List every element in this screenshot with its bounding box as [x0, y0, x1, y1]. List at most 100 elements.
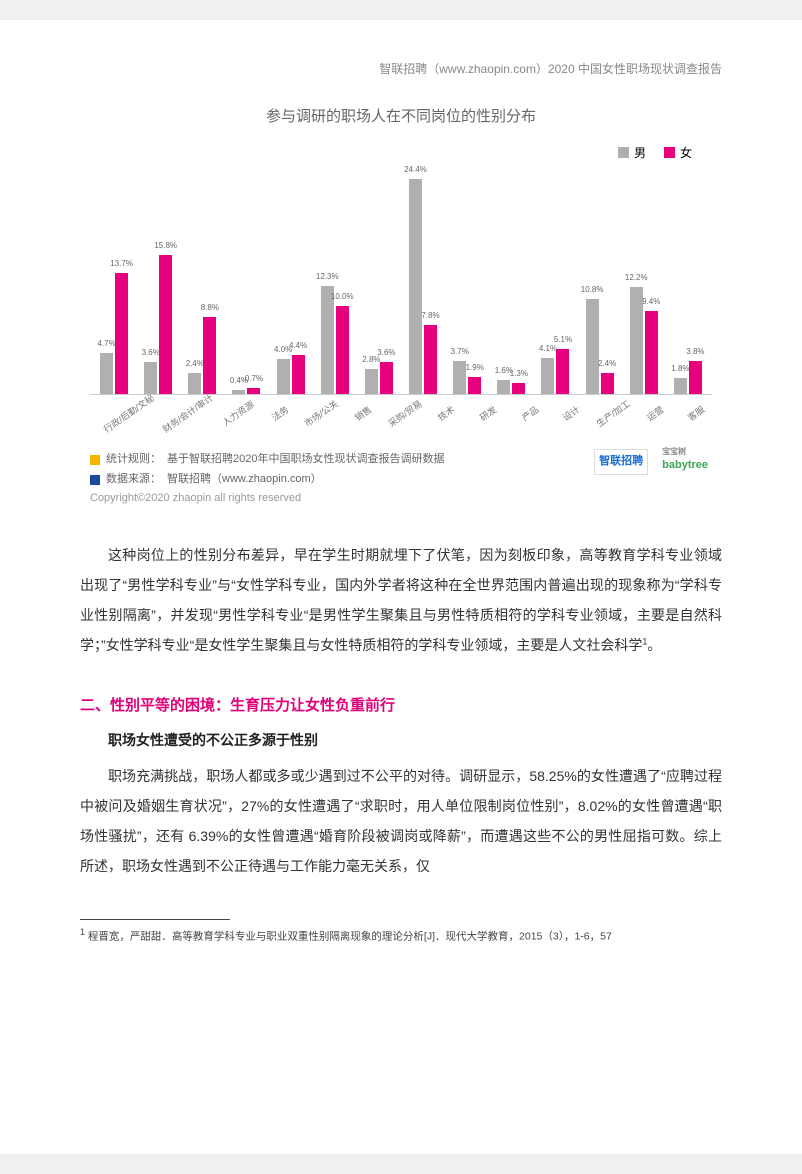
category-group: 0.4%0.7% [224, 165, 268, 394]
bar-label-male: 2.4% [186, 359, 204, 368]
footnote-text: 程晋宽，严甜甜．高等教育学科专业与职业双重性别隔离现象的理论分析[J]．现代大学… [85, 931, 612, 943]
bar-label-female: 3.6% [377, 348, 395, 357]
source-label: 数据来源： [106, 470, 161, 490]
paragraph-2: 职场充满挑战，职场人都或多或少遇到过不公平的对待。调研显示，58.25%的女性遭… [80, 761, 722, 881]
bars-container: 4.7%13.7%3.6%15.8%2.4%8.8%0.4%0.7%4.0%4.… [90, 165, 712, 394]
bar-label-female: 5.1% [554, 335, 572, 344]
bar-male: 10.8% [586, 299, 599, 394]
document-page: 智联招聘（www.zhaopin.com）2020 中国女性职场现状调查报告 参… [0, 20, 802, 1154]
bar-female: 2.4% [601, 373, 614, 394]
bar-label-male: 10.8% [581, 285, 604, 294]
bar-male: 4.0% [277, 359, 290, 394]
category-group: 4.7%13.7% [92, 165, 136, 394]
x-axis-label: 运营 [631, 391, 676, 430]
legend-swatch-male [618, 147, 629, 158]
category-group: 12.3%10.0% [313, 165, 357, 394]
rule-text: 基于智联招聘2020年中国职场女性现状调查报告调研数据 [167, 450, 444, 470]
x-axis-label: 客服 [672, 391, 717, 430]
bar-female: 9.4% [645, 311, 658, 394]
bar-female: 3.8% [689, 361, 702, 394]
bar-label-female: 4.4% [289, 341, 307, 350]
logo-zhaopin: 智联招聘 [594, 449, 648, 475]
category-group: 3.6% 15.8% [136, 165, 180, 394]
bar-label-male: 1.8% [671, 364, 689, 373]
category-group: 4.0% 4.4% [269, 165, 313, 394]
x-axis-label: 人力资源 [214, 391, 259, 430]
category-group: 10.8%2.4% [578, 165, 622, 394]
bar-label-male: 3.6% [142, 348, 160, 357]
bar-label-female: 0.7% [245, 374, 263, 383]
category-group: 2.4%8.8% [180, 165, 224, 394]
category-group: 3.7%1.9% [445, 165, 489, 394]
bar-label-female: 7.8% [421, 311, 439, 320]
x-axis-label: 技术 [422, 391, 467, 430]
rule-label: 统计规则： [106, 450, 161, 470]
paragraph-1: 这种岗位上的性别分布差异，早在学生时期就埋下了伏笔，因为刻板印象，高等教育学科专… [80, 540, 722, 660]
section-heading: 二、性别平等的困境：生育压力让女性负重前行 [80, 694, 722, 715]
source-text: 智联招聘（www.zhaopin.com） [167, 470, 322, 490]
bar-label-male: 12.3% [316, 272, 339, 281]
bar-male: 12.2% [630, 287, 643, 394]
x-axis-label: 销售 [339, 391, 384, 430]
category-group: 24.4%7.8% [401, 165, 445, 394]
bar-label-male: 4.1% [539, 344, 557, 353]
bar-female: 10.0% [336, 306, 349, 394]
category-group: 1.6%1.3% [489, 165, 533, 394]
rule-color-swatch [90, 455, 100, 465]
footnote-1: 1 程晋宽，严甜甜．高等教育学科专业与职业双重性别隔离现象的理论分析[J]．现代… [80, 926, 722, 945]
bar-label-female: 10.0% [331, 292, 354, 301]
bar-male: 24.4% [409, 179, 422, 394]
bar-male: 2.8% [365, 369, 378, 394]
bar-male: 3.7% [453, 361, 466, 394]
page-header: 智联招聘（www.zhaopin.com）2020 中国女性职场现状调查报告 [80, 60, 722, 77]
bar-label-male: 3.7% [451, 347, 469, 356]
paragraph-1-text: 这种岗位上的性别分布差异，早在学生时期就埋下了伏笔，因为刻板印象，高等教育学科专… [80, 547, 722, 653]
bar-label-female: 13.7% [110, 259, 133, 268]
category-group: 12.2%9.4% [622, 165, 666, 394]
chart-legend: 男 女 [80, 144, 722, 161]
bar-label-male: 12.2% [625, 273, 648, 282]
legend-female: 女 [664, 144, 692, 161]
bar-label-female: 1.9% [466, 363, 484, 372]
category-group: 4.1%5.1% [533, 165, 577, 394]
bar-label-male: 24.4% [404, 165, 427, 174]
bar-label-female: 2.4% [598, 359, 616, 368]
bar-male: 12.3% [321, 286, 334, 394]
x-axis-label: 生产/加工 [589, 391, 634, 430]
bar-label-female: 15.8% [154, 241, 177, 250]
bar-label-female: 8.8% [201, 303, 219, 312]
x-axis-labels: 行政/后勤/文秘财务/会计/审计人力资源法务市场/公关销售采购/贸易技术研发产品… [90, 403, 712, 422]
bar-male: 1.8% [674, 378, 687, 394]
chart-copyright: Copyright©2020 zhaopin all rights reserv… [90, 492, 712, 504]
bar-label-female: 9.4% [642, 297, 660, 306]
legend-male: 男 [618, 144, 646, 161]
bar-female: 1.9% [468, 377, 481, 394]
category-group: 1.8%3.8% [666, 165, 710, 394]
bar-female: 8.8% [203, 317, 216, 395]
x-axis-label: 研发 [464, 391, 509, 430]
chart-source: 智联招聘 宝宝树 babytree 统计规则： 基于智联招聘2020年中国职场女… [90, 450, 712, 490]
bar-female: 3.6% [380, 362, 393, 394]
bar-male: 4.1% [541, 358, 554, 394]
legend-swatch-female [664, 147, 675, 158]
chart-plot-area: 4.7%13.7%3.6%15.8%2.4%8.8%0.4%0.7%4.0%4.… [90, 165, 712, 395]
bar-female: 7.8% [424, 325, 437, 394]
x-axis-label: 产品 [506, 391, 551, 430]
x-axis-label: 设计 [547, 391, 592, 430]
x-axis-label: 市场/公关 [297, 391, 342, 430]
bar-male: 1.6% [497, 380, 510, 394]
logo-babytree-text: babytree [662, 459, 708, 471]
logo-babytree: 宝宝树 babytree [658, 446, 712, 478]
logo-babytree-sub: 宝宝树 [662, 448, 708, 456]
chart-title: 参与调研的职场人在不同岗位的性别分布 [80, 105, 722, 126]
logo-zhaopin-text: 智联招聘 [599, 455, 643, 467]
footnote-separator [80, 919, 230, 920]
bar-label-female: 1.3% [510, 369, 528, 378]
x-axis-label: 法务 [255, 391, 300, 430]
sub-heading: 职场女性遭受的不公正多源于性别 [80, 725, 722, 755]
legend-label-female: 女 [680, 144, 692, 161]
category-group: 2.8%3.6% [357, 165, 401, 394]
source-color-swatch [90, 475, 100, 485]
bar-label-female: 3.8% [686, 347, 704, 356]
x-axis-label: 采购/贸易 [380, 391, 425, 430]
